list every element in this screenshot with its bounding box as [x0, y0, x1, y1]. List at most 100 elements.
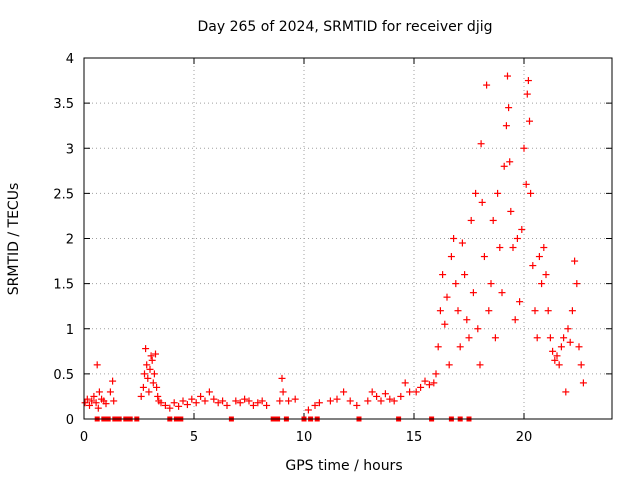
data-point — [487, 280, 495, 288]
data-point — [94, 404, 102, 412]
data-point — [461, 271, 469, 279]
data-point — [445, 361, 453, 369]
data-point — [150, 370, 158, 378]
data-point — [137, 392, 145, 400]
data-point — [109, 377, 117, 385]
data-point — [377, 397, 385, 405]
data-point — [439, 271, 447, 279]
data-point — [166, 404, 174, 412]
data-point — [142, 345, 150, 353]
data-point — [214, 399, 222, 407]
data-point — [157, 399, 165, 407]
y-tick-label: 0.5 — [53, 368, 74, 383]
data-point — [106, 388, 114, 396]
data-point — [555, 361, 563, 369]
data-point — [141, 370, 148, 378]
plot-frame — [83, 57, 613, 420]
data-point — [441, 320, 449, 328]
data-point — [527, 189, 535, 197]
y-tick-label: 3 — [66, 142, 74, 157]
data-point — [381, 390, 389, 398]
data-point — [524, 77, 532, 85]
data-point — [401, 379, 409, 387]
data-point — [513, 235, 521, 242]
data-point — [333, 395, 341, 403]
data-point — [474, 325, 482, 333]
data-point — [258, 397, 266, 405]
data-point — [520, 144, 528, 152]
data-point — [188, 395, 196, 403]
data-point — [509, 244, 517, 252]
data-point — [542, 271, 550, 279]
data-point — [447, 253, 455, 261]
data-point — [153, 383, 161, 391]
data-point — [205, 388, 213, 396]
data-point — [285, 397, 293, 405]
data-point — [500, 162, 508, 170]
x-tick-label: 20 — [516, 430, 533, 445]
y-axis-title: SRMTID / TECUs — [6, 183, 22, 296]
data-point — [161, 401, 169, 409]
data-point — [516, 298, 524, 306]
data-point — [546, 334, 554, 342]
data-point — [568, 307, 576, 315]
data-point — [417, 383, 425, 391]
data-point — [368, 388, 376, 396]
data-point — [529, 262, 537, 270]
data-point — [83, 395, 91, 403]
data-point — [146, 365, 154, 373]
data-point — [465, 334, 473, 342]
data-point — [560, 334, 568, 342]
data-point — [518, 225, 526, 233]
data-point — [145, 388, 153, 396]
data-point — [483, 81, 491, 89]
data-point — [522, 180, 530, 188]
data-point — [553, 352, 561, 360]
data-point — [458, 239, 466, 247]
data-point — [549, 347, 557, 355]
data-point — [430, 379, 438, 387]
data-point — [540, 244, 548, 252]
data-point — [467, 216, 475, 224]
data-point — [353, 401, 361, 409]
data-point — [544, 307, 552, 315]
data-point — [197, 392, 205, 400]
data-point — [406, 388, 414, 396]
data-point — [102, 400, 110, 408]
data-point — [149, 379, 157, 387]
data-point — [192, 399, 200, 407]
axes: 0 0.5 1 1.5 2 2.5 3 3.5 4 0 5 10 15 20 — [53, 52, 612, 445]
data-point — [276, 397, 284, 405]
data-point — [110, 397, 118, 405]
data-point — [179, 397, 187, 405]
data-point — [397, 392, 405, 400]
y-tick-label: 0 — [66, 413, 74, 428]
data-point — [223, 401, 231, 409]
data-point — [249, 401, 257, 409]
data-point — [434, 343, 442, 351]
data-point — [311, 401, 319, 409]
data-point — [505, 104, 513, 112]
data-point — [154, 392, 162, 400]
data-point — [566, 338, 574, 346]
data-point — [144, 374, 152, 382]
data-point — [511, 316, 519, 324]
x-tick-label: 15 — [406, 430, 423, 445]
data-point — [245, 397, 253, 405]
data-point — [551, 356, 559, 364]
x-tick-label: 10 — [296, 430, 313, 445]
data-point — [452, 280, 460, 288]
x-tick-label: 5 — [190, 430, 198, 445]
data-point — [278, 374, 286, 382]
data-point — [386, 395, 394, 403]
data-point — [232, 397, 240, 405]
data-point — [526, 117, 533, 125]
data-point — [241, 395, 249, 403]
data-point — [557, 343, 565, 351]
data-point — [485, 307, 493, 315]
y-tick-label: 4 — [66, 52, 74, 67]
data-point — [219, 397, 227, 405]
data-point — [421, 377, 429, 385]
data-point — [326, 397, 334, 405]
data-point — [175, 402, 183, 410]
